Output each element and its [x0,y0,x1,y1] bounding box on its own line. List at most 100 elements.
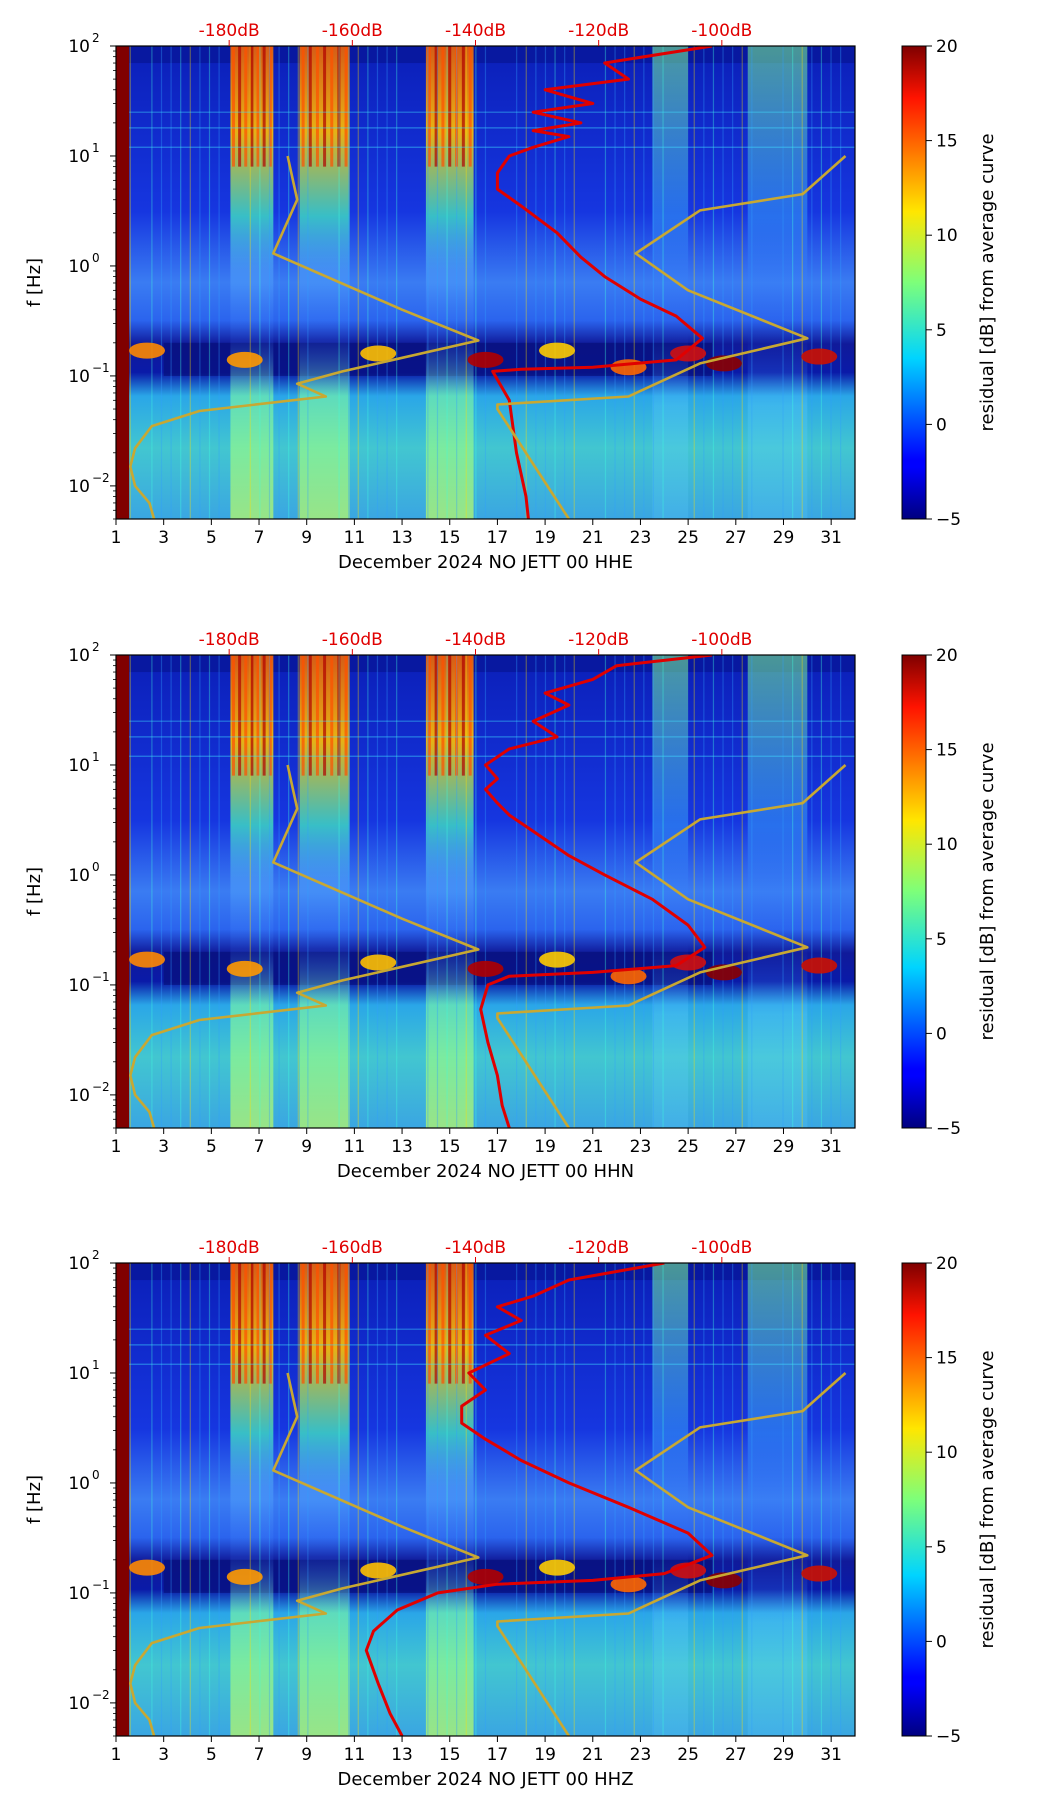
db-tick-label: -180dB [199,630,260,650]
y-tick-exponent: 2 [92,31,100,45]
y-tick-exponent: −2 [92,1080,110,1094]
x-tick-label: 1 [111,528,122,548]
heatmap-area [116,655,855,1128]
heatmap-hotspot [226,1568,263,1585]
y-tick-exponent: 0 [92,1468,100,1482]
colorbar-label: residual [dB] from average curve [977,742,998,1040]
x-tick-label: 27 [725,1745,747,1765]
heatmap-hotspot [467,351,504,368]
moderate-noise-band [652,1263,689,1736]
db-tick-label: -100dB [691,630,752,650]
plot-frame [115,654,856,1129]
y-tick-exponent: 2 [92,640,100,654]
colorbar-tick-label: 20 [936,37,958,57]
y-tick-exponent: −2 [92,471,110,485]
x-tick-label: 1 [111,1137,122,1157]
moderate-noise-band [652,46,689,519]
x-tick-label: 7 [254,528,265,548]
y-tick-exponent: −1 [92,970,110,984]
colorbar-label: residual [dB] from average curve [977,1350,998,1648]
x-tick-label: 31 [820,528,842,548]
y-tick-label: 10 [68,147,90,167]
x-tick-label: 7 [254,1745,265,1765]
x-tick-label: 19 [534,528,556,548]
db-tick-label: -140dB [445,630,506,650]
y-tick-label: 10 [68,756,90,776]
y-tick-exponent: 0 [92,860,100,874]
colorbar-tick-label: 5 [936,930,947,950]
y-tick-label: 10 [68,976,90,996]
heatmap-hotspot [670,954,707,971]
x-tick-label: 17 [487,528,509,548]
heatmap-hotspot [610,1576,647,1593]
colorbar-tick-label: 15 [936,1349,958,1369]
db-tick-label: -120dB [568,630,629,650]
y-tick-label: 10 [68,37,90,57]
heatmap-hotspot [360,345,397,362]
heatmap-hotspot [610,968,647,985]
x-tick-label: 21 [582,528,604,548]
y-tick-label: 10 [68,1254,90,1274]
x-tick-label: 11 [344,1137,366,1157]
heatmap-hotspot [128,1559,165,1576]
x-tick-label: 13 [391,1137,413,1157]
spectrogram-panel-2: 1 3 5 7 9 11 13 15 17 19 21 23 25 27 29 31-180dB -160dB -… [24,630,998,1182]
x-tick-label: 29 [773,1745,795,1765]
colorbar-tick-label: 20 [936,646,958,666]
heatmap-hotspot [467,1568,504,1585]
colorbar-tick-label: −5 [936,1119,961,1139]
data-gap-column [116,1263,130,1736]
heatmap-hotspot [801,1565,838,1582]
x-tick-label: 1 [111,1745,122,1765]
x-tick-label: 25 [677,1745,699,1765]
y-tick-exponent: 1 [92,750,100,764]
x-tick-label: 15 [439,1745,461,1765]
y-tick-label: 10 [68,646,90,666]
colorbar-tick-label: 5 [936,1538,947,1558]
colorbar-tick-label: 10 [936,1443,958,1463]
x-tick-label: 23 [630,528,652,548]
x-tick-label: 23 [630,1137,652,1157]
db-tick-label: -180dB [199,1238,260,1258]
heatmap-hotspot [539,342,576,359]
x-tick-label: 21 [582,1745,604,1765]
data-gap-column [116,46,130,519]
y-tick-label: 10 [68,477,90,497]
heatmap-hotspot [226,960,263,977]
x-tick-label: 11 [344,528,366,548]
y-tick-label: 10 [68,367,90,387]
db-tick-label: -140dB [445,1238,506,1258]
median-psd-curve [491,46,713,519]
y-tick-label: 10 [68,1086,90,1106]
x-tick-label: 19 [534,1137,556,1157]
heatmap-hotspot [128,342,165,359]
x-tick-label: 25 [677,1137,699,1157]
x-tick-label: 15 [439,528,461,548]
x-tick-label: 29 [773,528,795,548]
y-tick-exponent: 1 [92,141,100,155]
median-psd-curve [479,655,713,1128]
db-tick-label: -100dB [691,21,752,41]
y-tick-label: 10 [68,257,90,277]
colorbar-tick-label: 0 [936,1632,947,1652]
colorbar-tick-label: 15 [936,132,958,152]
high-noise-model-curve [496,1372,847,1736]
y-tick-exponent: 2 [92,1248,100,1262]
heatmap-hotspot [128,951,165,968]
db-tick-label: -120dB [568,1238,629,1258]
db-tick-label: -160dB [322,630,383,650]
high-noise-model-curve [496,764,847,1128]
heatmap-hotspot [801,348,838,365]
high-noise-model-curve [496,155,847,519]
y-axis-label: f [Hz] [24,867,45,916]
db-tick-label: -140dB [445,21,506,41]
x-axis-label: December 2024 NO JETT 00 HHE [338,552,633,573]
x-axis-label: December 2024 NO JETT 00 HHN [337,1161,634,1182]
x-tick-label: 27 [725,1137,747,1157]
db-tick-label: -160dB [322,1238,383,1258]
low-noise-model-curve [129,1372,480,1736]
plot-frame [115,1262,856,1737]
y-tick-exponent: −1 [92,361,110,375]
colorbar-tick-label: −5 [936,1727,961,1747]
y-tick-label: 10 [68,866,90,886]
